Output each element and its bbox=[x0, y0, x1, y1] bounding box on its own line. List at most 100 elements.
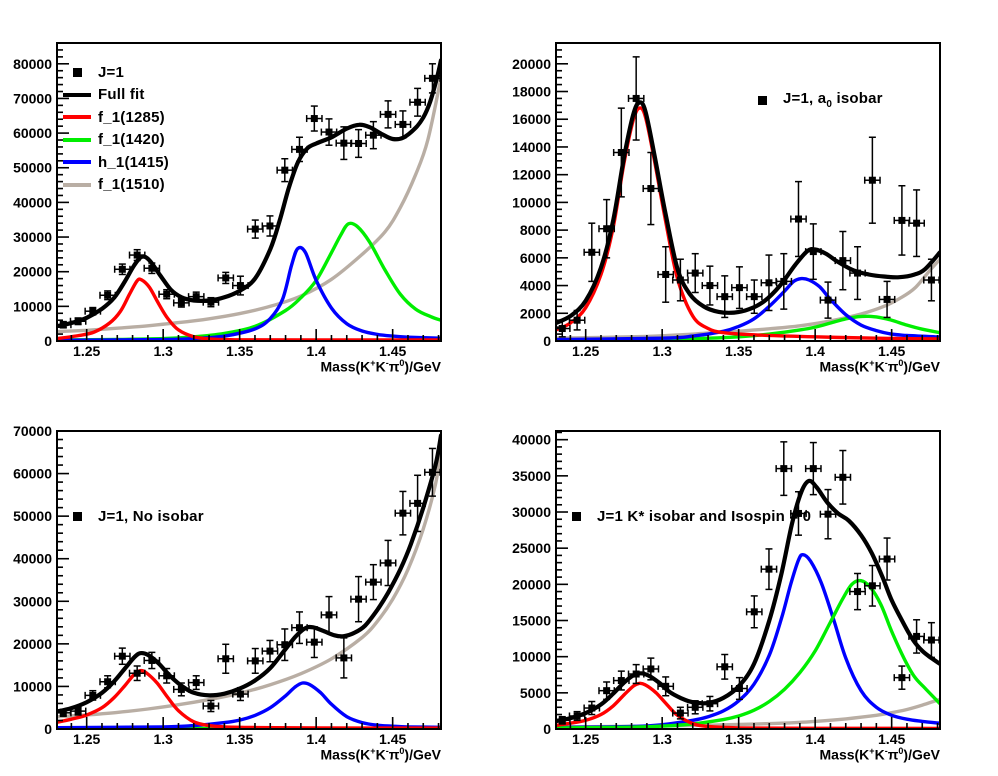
x-tick-label: 1.4 bbox=[306, 731, 326, 747]
plot-area bbox=[57, 433, 441, 729]
curve-f1-1510 bbox=[57, 446, 441, 719]
y-tick-label: 10000 bbox=[13, 298, 52, 314]
x-tick-label: 1.25 bbox=[572, 731, 599, 747]
curve-full-fit bbox=[57, 58, 441, 329]
plot-frame bbox=[555, 430, 941, 730]
legend-line-sample-icon bbox=[62, 160, 92, 164]
legend-entry-data: J=1 bbox=[62, 61, 124, 83]
x-tick-label: 1.25 bbox=[73, 731, 100, 747]
panel-top-left: 1.25 1.3 1.35 1.4 1.45 0 10000 20000 30000 40000 5… bbox=[0, 0, 499, 388]
legend-label: J=1, a0 isobar bbox=[783, 90, 883, 110]
y-tick-label: 12000 bbox=[512, 167, 551, 183]
y-tick-label: 25000 bbox=[512, 540, 551, 556]
legend-square-marker-icon bbox=[62, 511, 92, 521]
axis-tick-labels: 1.25 1.3 1.35 1.4 1.45 0 10000 20000 30000 40000 5… bbox=[13, 56, 406, 359]
x-tick-label: 1.35 bbox=[226, 731, 253, 747]
legend-line-sample-icon bbox=[62, 182, 92, 187]
y-tick-label: 20000 bbox=[512, 56, 551, 72]
data-points bbox=[57, 447, 441, 717]
curve-full-fit bbox=[556, 478, 940, 724]
legend-entry-data: J=1, a0 isobar bbox=[747, 89, 883, 111]
legend-entry-data: J=1, No isobar bbox=[62, 505, 204, 527]
curve-f1-1420 bbox=[57, 221, 441, 341]
y-tick-label: 16000 bbox=[512, 111, 551, 127]
data-points bbox=[57, 63, 441, 329]
y-tick-label: 0 bbox=[44, 333, 52, 349]
y-tick-label: 0 bbox=[543, 333, 551, 349]
y-tick-label: 40000 bbox=[13, 194, 52, 210]
y-tick-label: 20000 bbox=[13, 636, 52, 652]
x-tick-label: 1.4 bbox=[805, 343, 825, 359]
y-tick-label: 18000 bbox=[512, 84, 551, 100]
curve-f1-1285 bbox=[556, 681, 940, 729]
y-tick-label: 4000 bbox=[520, 278, 551, 294]
x-axis-title: Mass(K+K-π0)/GeV bbox=[819, 746, 941, 763]
y-tick-label: 50000 bbox=[13, 160, 52, 176]
curve-f1-1510 bbox=[57, 76, 441, 334]
x-tick-label: 1.3 bbox=[153, 731, 173, 747]
axis-tick-labels: 1.25 1.3 1.35 1.4 1.45 0 5000 10000 15000 20000 25… bbox=[512, 432, 905, 747]
legend-entry-full-fit: Full fit bbox=[62, 84, 145, 106]
legend-square-marker-icon bbox=[561, 511, 591, 521]
legend-square-marker-icon bbox=[62, 67, 92, 77]
y-tick-label: 50000 bbox=[13, 508, 52, 524]
legend-entry-h1-1415: h_1(1415) bbox=[62, 151, 169, 173]
panel-bottom-right: 1.25 1.3 1.35 1.4 1.45 0 5000 10000 15000 20000 25… bbox=[499, 388, 998, 776]
legend-line-sample-icon bbox=[62, 115, 92, 119]
data-points bbox=[556, 441, 940, 725]
legend-label: f_1(1420) bbox=[98, 131, 165, 148]
legend-label: J=1, No isobar bbox=[98, 507, 204, 525]
curve-f1-1285 bbox=[57, 277, 441, 341]
x-tick-label: 1.4 bbox=[805, 731, 825, 747]
y-tick-label: 70000 bbox=[13, 90, 52, 106]
x-tick-label: 1.35 bbox=[725, 731, 752, 747]
y-tick-label: 20000 bbox=[512, 576, 551, 592]
y-tick-label: 10000 bbox=[512, 649, 551, 665]
data-points bbox=[556, 56, 940, 338]
x-tick-label: 1.35 bbox=[226, 343, 253, 359]
x-tick-label: 1.45 bbox=[878, 343, 905, 359]
curve-f1-1510 bbox=[556, 257, 940, 340]
axis-ticks bbox=[57, 430, 440, 730]
x-tick-label: 1.25 bbox=[572, 343, 599, 359]
legend-label: f_1(1510) bbox=[98, 176, 165, 193]
legend-line-sample-icon bbox=[62, 92, 92, 97]
axis-tick-labels: 1.25 1.3 1.35 1.4 1.45 0 10000 20000 30000 40000 5… bbox=[13, 423, 406, 747]
legend-label: Full fit bbox=[98, 86, 145, 103]
x-tick-label: 1.25 bbox=[73, 343, 100, 359]
x-axis-title: Mass(K+K-π0)/GeV bbox=[320, 358, 442, 375]
curve-f1-1420 bbox=[556, 578, 940, 729]
y-tick-label: 15000 bbox=[512, 613, 551, 629]
panel-bottom-left: 1.25 1.3 1.35 1.4 1.45 0 10000 20000 30000 40000 5… bbox=[0, 388, 499, 776]
y-tick-label: 60000 bbox=[13, 466, 52, 482]
y-tick-label: 5000 bbox=[520, 685, 551, 701]
curve-f1-1285 bbox=[57, 668, 441, 729]
x-tick-label: 1.35 bbox=[725, 343, 752, 359]
plot-area bbox=[556, 441, 940, 729]
axis-tick-labels: 1.25 1.3 1.35 1.4 1.45 0 2000 4000 6000 8000 10000… bbox=[512, 56, 905, 359]
top-left-plot-svg: 1.25 1.3 1.35 1.4 1.45 0 10000 20000 30000 40000 5… bbox=[13, 42, 442, 359]
curve-h1-1415 bbox=[556, 553, 940, 729]
y-tick-label: 10000 bbox=[13, 678, 52, 694]
y-tick-label: 40000 bbox=[512, 432, 551, 448]
y-tick-label: 14000 bbox=[512, 139, 551, 155]
axis-ticks bbox=[556, 42, 939, 342]
legend-entry-data: J=1 K* isobar and Isospin = 0 bbox=[561, 505, 811, 527]
legend-label: J=1 K* isobar and Isospin = 0 bbox=[597, 507, 812, 525]
plot-frame bbox=[56, 430, 442, 730]
top-right-plot-svg: 1.25 1.3 1.35 1.4 1.45 0 2000 4000 6000 8000 10000… bbox=[512, 42, 941, 359]
y-tick-label: 20000 bbox=[13, 264, 52, 280]
y-tick-label: 30000 bbox=[512, 504, 551, 520]
y-tick-label: 0 bbox=[543, 721, 551, 737]
curve-full-fit bbox=[556, 100, 940, 326]
y-tick-label: 80000 bbox=[13, 56, 52, 72]
y-tick-label: 8000 bbox=[520, 222, 551, 238]
legend-entry-f1-1285: f_1(1285) bbox=[62, 106, 165, 128]
y-tick-label: 30000 bbox=[13, 229, 52, 245]
x-tick-label: 1.45 bbox=[878, 731, 905, 747]
x-tick-label: 1.3 bbox=[652, 731, 672, 747]
y-tick-label: 30000 bbox=[13, 593, 52, 609]
x-tick-label: 1.3 bbox=[153, 343, 173, 359]
x-tick-label: 1.45 bbox=[379, 343, 406, 359]
